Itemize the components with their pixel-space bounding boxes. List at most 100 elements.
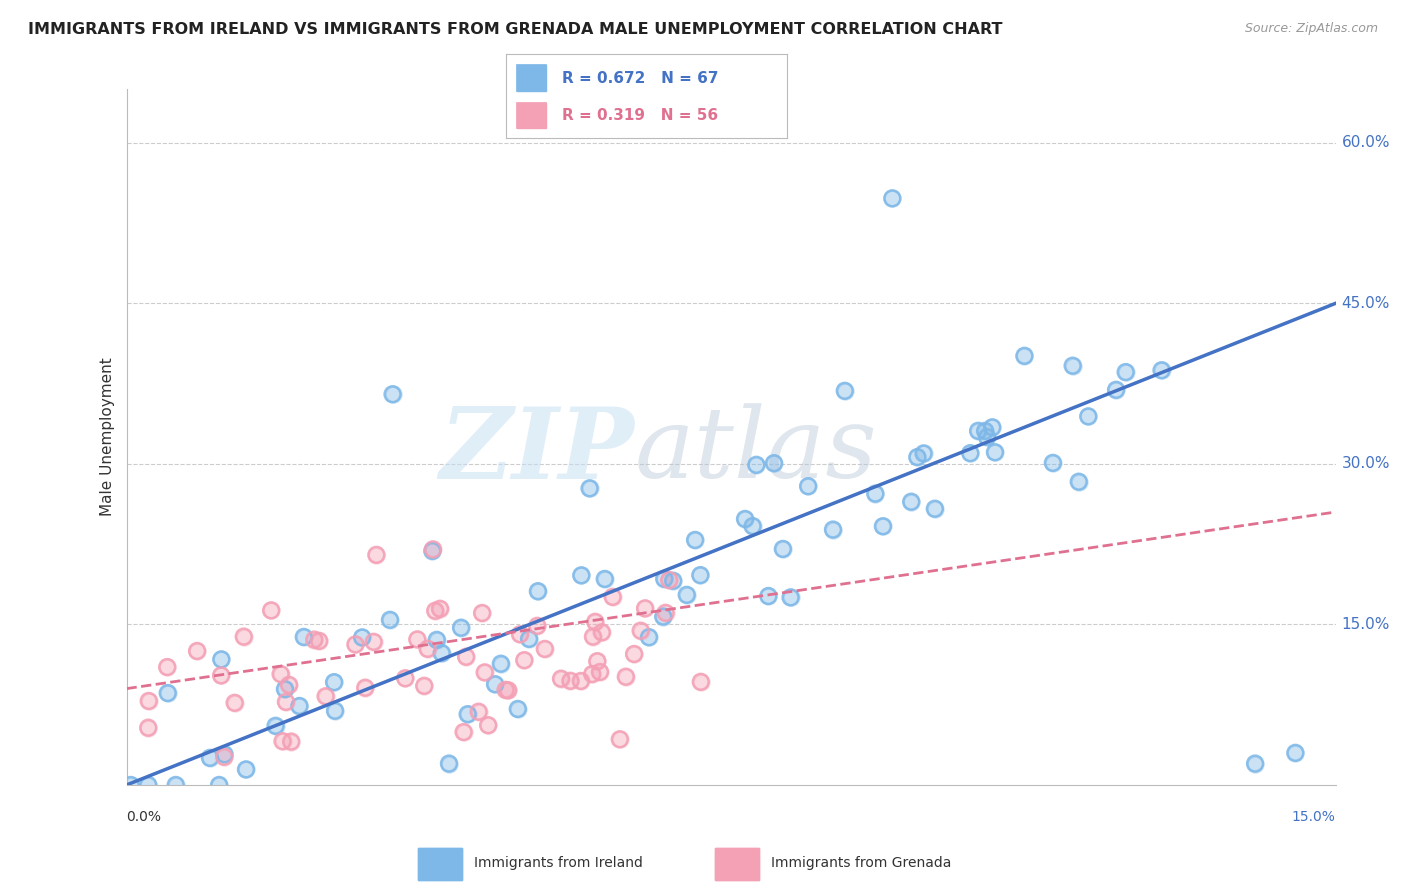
Point [506,702,529,716]
Point [593,572,616,586]
Point [489,657,512,671]
Text: atlas: atlas [634,403,877,499]
Point [581,667,603,681]
Point [471,606,494,620]
Point [352,631,374,645]
Point [634,601,657,615]
Point [1150,363,1173,377]
Point [578,482,600,496]
Point [214,749,236,764]
Point [912,446,935,460]
Point [506,702,529,716]
Point [495,682,517,697]
Point [976,430,998,444]
Point [675,588,697,602]
Point [526,619,548,633]
Point [271,734,294,748]
Point [260,603,283,617]
Point [797,479,820,493]
Point [569,673,592,688]
Point [517,632,540,646]
Point [208,778,231,792]
Text: ZIP: ZIP [440,403,634,500]
Point [381,387,404,401]
Point [429,601,451,615]
Point [235,763,257,777]
Point [981,420,1004,434]
Point [924,501,946,516]
Point [471,606,494,620]
Point [834,384,856,398]
Point [450,621,472,635]
Point [323,704,346,718]
Point [772,541,794,556]
Point [509,627,531,641]
Point [662,574,685,588]
Point [489,657,512,671]
Point [984,445,1007,459]
Point [734,512,756,526]
Point [453,725,475,739]
Point [741,519,763,533]
Point [198,751,221,765]
Point [779,591,801,605]
Point [602,590,624,604]
Point [513,653,536,667]
Point [602,590,624,604]
Point [1042,456,1064,470]
Point [288,698,311,713]
Point [527,584,550,599]
Text: 15.0%: 15.0% [1341,617,1391,632]
Point [394,671,416,685]
Point [437,756,460,771]
Point [741,519,763,533]
Text: 60.0%: 60.0% [1341,136,1391,150]
Point [214,747,236,762]
Point [591,625,613,640]
Point [658,573,681,587]
Point [533,641,555,656]
Point [352,631,374,645]
Point [280,734,302,748]
Point [437,756,460,771]
Point [1067,475,1090,489]
Point [623,647,645,661]
FancyBboxPatch shape [716,848,759,880]
Point [609,732,631,747]
Point [1062,359,1084,373]
Point [224,696,246,710]
Point [560,673,582,688]
Point [484,677,506,691]
Point [779,591,801,605]
Point [609,732,631,747]
Point [323,675,346,690]
Point [583,615,606,629]
Point [834,384,856,398]
Point [274,682,297,697]
Point [315,690,337,704]
Point [378,613,401,627]
Point [654,606,676,620]
FancyBboxPatch shape [517,65,546,91]
Point [315,690,337,704]
Point [654,606,676,620]
Point [797,479,820,493]
Point [429,601,451,615]
Point [406,632,429,647]
Point [430,646,453,660]
Point [1077,409,1099,424]
Point [304,632,326,647]
Point [186,644,208,658]
Point [366,548,388,562]
Point [865,486,887,500]
Point [1067,475,1090,489]
Point [589,665,612,679]
Point [981,420,1004,434]
Point [304,632,326,647]
Point [1115,365,1137,379]
Point [758,589,780,603]
Point [634,601,657,615]
Point [630,624,652,638]
Point [683,533,706,547]
Point [224,696,246,710]
